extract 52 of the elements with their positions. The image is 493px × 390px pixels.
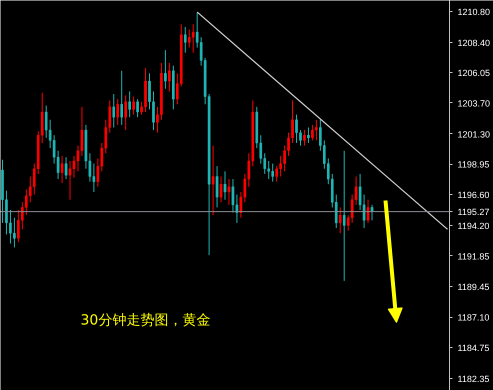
candlestick [303,130,306,146]
candlestick [44,105,48,138]
candlestick [17,210,20,243]
candlestick [370,204,374,221]
candlestick [271,163,274,182]
candlestick [275,166,278,182]
y-tick-label: 1191.85 [458,251,490,262]
ref-line-label: 1195.27 [458,207,490,218]
y-tick-label: 1203.70 [458,98,490,108]
candlestick [216,166,218,208]
y-tick-label: 1206.05 [458,68,490,78]
candlestick [338,206,342,234]
y-tick-label: 1196.60 [458,190,490,200]
y-tick-label: 1201.30 [458,129,490,140]
candlestick [164,50,167,90]
candlestick [136,98,139,118]
y-tick-label: 1189.45 [458,282,490,292]
y-tick-label: 1182.35 [458,374,490,384]
y-tick-label: 1187.10 [458,312,490,323]
y-tick-label: 1198.95 [458,160,490,170]
candlestick [192,24,195,54]
y-tick-label: 1194.20 [458,220,490,231]
candlestick [120,70,124,126]
candlestick [220,176,222,203]
annotation: 30分钟走势图，黄金 [80,312,210,328]
candlestick [228,178,230,206]
candlestick [64,156,68,180]
candlestick [13,217,16,248]
candlestick [315,119,318,141]
y-tick-label: 1184.75 [458,342,490,353]
candlestick [188,29,191,48]
candlestick [184,26,187,54]
candlestick [342,150,346,282]
candlestick [60,155,64,184]
y-tick-label: 1210.80 [458,6,490,17]
candlestick [267,160,270,180]
candlestick [366,199,370,224]
candlestick [224,170,226,200]
candlestick [92,163,96,192]
candlestick [212,145,214,216]
candlestick [307,126,310,144]
candlestick [311,124,314,141]
candlestick [68,160,72,200]
candlestick [232,178,234,214]
candlestick [112,93,116,128]
candlestick [124,94,128,131]
candlestick [168,62,171,92]
candlestick [132,96,135,116]
candlestick [116,98,120,126]
candlestick [128,90,131,118]
candlestick [295,114,298,144]
y-tick-label: 1208.40 [458,38,490,48]
